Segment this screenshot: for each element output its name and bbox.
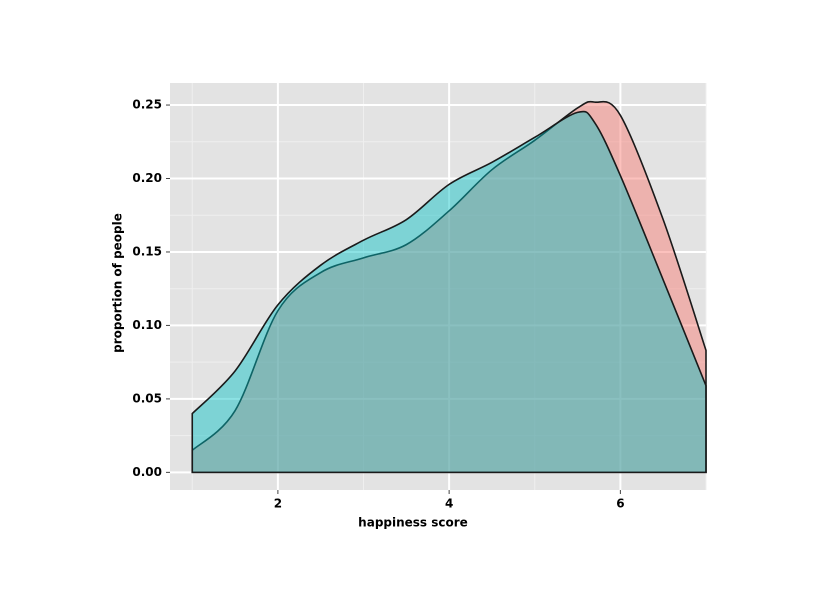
x-axis-label: happiness score <box>358 516 468 530</box>
y-tick-label: 0.25 <box>132 98 162 112</box>
density-area <box>191 110 707 474</box>
labels: 2 4 6 0.00 0.05 0.10 0.15 0.20 0.25 <box>132 98 624 511</box>
y-axis-label: proportion of people <box>111 213 125 353</box>
y-tick-label: 0.00 <box>132 465 162 479</box>
grid <box>170 83 707 490</box>
marks <box>191 100 707 474</box>
y-tick-label: 0.05 <box>132 391 162 405</box>
plot-background <box>170 83 706 490</box>
x-tick-label: 2 <box>274 497 282 511</box>
density-area <box>191 100 707 474</box>
y-tick-label: 0.15 <box>132 244 162 258</box>
x-tick-label: 6 <box>616 497 624 511</box>
x-tick-label: 4 <box>445 497 453 511</box>
y-tick-label: 0.10 <box>132 318 162 332</box>
y-tick-label: 0.20 <box>132 171 162 185</box>
